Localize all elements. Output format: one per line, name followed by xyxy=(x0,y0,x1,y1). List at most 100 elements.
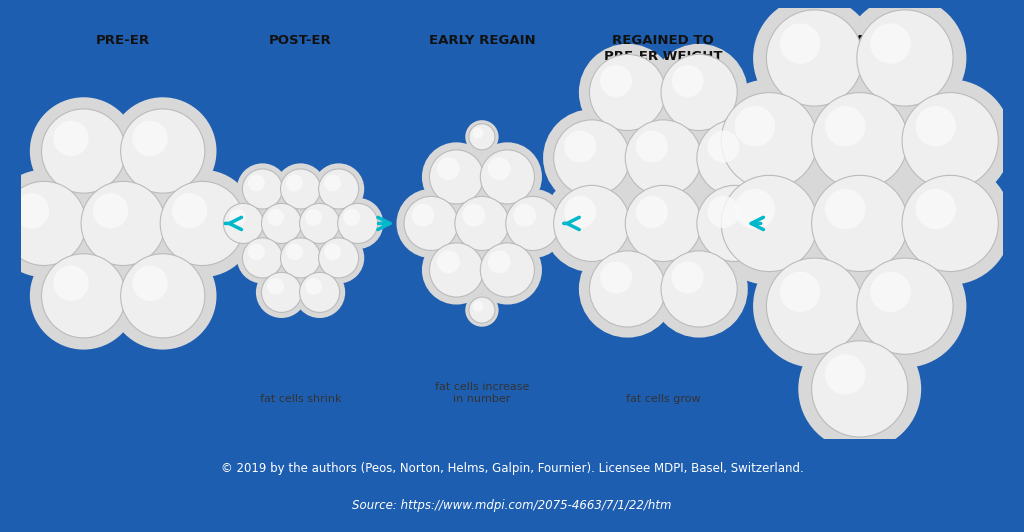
Circle shape xyxy=(81,181,165,265)
Text: Source: https://www.mdpi.com/2075-4663/7/1/22/htm: Source: https://www.mdpi.com/2075-4663/7… xyxy=(352,500,672,512)
Circle shape xyxy=(662,251,737,327)
Circle shape xyxy=(261,272,301,312)
Circle shape xyxy=(300,203,340,244)
Circle shape xyxy=(662,54,737,130)
Circle shape xyxy=(915,189,956,229)
Circle shape xyxy=(600,262,632,294)
Circle shape xyxy=(636,196,668,228)
Circle shape xyxy=(248,174,265,192)
Circle shape xyxy=(780,271,820,312)
Circle shape xyxy=(857,258,953,354)
Circle shape xyxy=(487,157,511,180)
Circle shape xyxy=(469,124,495,150)
Circle shape xyxy=(590,251,666,327)
Circle shape xyxy=(42,109,126,193)
Circle shape xyxy=(42,254,126,338)
Text: POST-ER: POST-ER xyxy=(269,34,332,47)
Circle shape xyxy=(286,174,303,192)
Circle shape xyxy=(338,203,378,244)
Circle shape xyxy=(2,181,86,265)
Circle shape xyxy=(248,244,265,260)
Circle shape xyxy=(300,272,340,312)
Circle shape xyxy=(286,244,303,260)
Circle shape xyxy=(325,174,341,192)
Circle shape xyxy=(53,265,89,301)
Circle shape xyxy=(697,185,773,262)
Circle shape xyxy=(902,176,998,271)
Circle shape xyxy=(626,120,701,196)
Circle shape xyxy=(554,120,630,196)
Text: © 2019 by the authors (Peos, Norton, Helms, Galpin, Fournier). Licensee MDPI, Ba: © 2019 by the authors (Peos, Norton, Hel… xyxy=(220,462,804,475)
Circle shape xyxy=(469,297,495,323)
Circle shape xyxy=(672,262,703,294)
Circle shape xyxy=(455,196,509,251)
Circle shape xyxy=(734,189,775,229)
Circle shape xyxy=(721,176,817,271)
Circle shape xyxy=(343,209,360,226)
Circle shape xyxy=(429,243,483,297)
Circle shape xyxy=(281,169,321,209)
Circle shape xyxy=(825,106,865,146)
Circle shape xyxy=(672,65,703,97)
Circle shape xyxy=(626,185,701,262)
Circle shape xyxy=(902,93,998,189)
Text: PRE-ER: PRE-ER xyxy=(96,34,151,47)
Circle shape xyxy=(13,193,49,228)
Circle shape xyxy=(734,106,775,146)
Circle shape xyxy=(812,93,908,189)
Circle shape xyxy=(93,193,128,228)
Circle shape xyxy=(243,238,283,278)
Circle shape xyxy=(472,301,483,312)
Circle shape xyxy=(121,109,205,193)
Circle shape xyxy=(318,238,358,278)
Circle shape xyxy=(825,354,865,395)
Circle shape xyxy=(721,93,817,189)
Circle shape xyxy=(172,193,207,228)
Circle shape xyxy=(261,203,301,244)
Circle shape xyxy=(870,271,910,312)
Circle shape xyxy=(766,258,862,354)
Text: SURPASSED
PRE-ER WEIGHT: SURPASSED PRE-ER WEIGHT xyxy=(801,34,919,63)
Circle shape xyxy=(554,185,630,262)
Circle shape xyxy=(857,10,953,106)
Text: fat cells grow
to original size: fat cells grow to original size xyxy=(819,382,900,404)
Circle shape xyxy=(506,196,560,251)
Circle shape xyxy=(404,196,458,251)
Circle shape xyxy=(229,209,246,226)
Circle shape xyxy=(513,204,536,227)
Circle shape xyxy=(812,341,908,437)
Circle shape xyxy=(53,121,89,156)
Circle shape xyxy=(812,176,908,271)
Circle shape xyxy=(121,254,205,338)
Circle shape xyxy=(870,23,910,64)
Circle shape xyxy=(600,65,632,97)
Circle shape xyxy=(564,130,596,162)
Circle shape xyxy=(437,157,460,180)
Circle shape xyxy=(305,278,322,295)
Circle shape xyxy=(132,121,168,156)
Circle shape xyxy=(708,130,739,162)
Text: fat cells grow: fat cells grow xyxy=(626,394,700,404)
Circle shape xyxy=(766,10,862,106)
Circle shape xyxy=(429,150,483,204)
Circle shape xyxy=(480,243,535,297)
Circle shape xyxy=(463,204,485,227)
Circle shape xyxy=(281,238,321,278)
Text: fat cells shrink: fat cells shrink xyxy=(260,394,341,404)
Circle shape xyxy=(780,23,820,64)
Circle shape xyxy=(267,209,284,226)
Circle shape xyxy=(325,244,341,260)
Circle shape xyxy=(564,196,596,228)
Circle shape xyxy=(636,130,668,162)
Text: fat cells increase
in number: fat cells increase in number xyxy=(435,382,529,404)
Circle shape xyxy=(590,54,666,130)
Circle shape xyxy=(132,265,168,301)
Circle shape xyxy=(267,278,284,295)
Circle shape xyxy=(487,251,511,273)
Circle shape xyxy=(708,196,739,228)
Circle shape xyxy=(412,204,434,227)
Circle shape xyxy=(318,169,358,209)
Circle shape xyxy=(223,203,263,244)
Circle shape xyxy=(472,128,483,138)
Circle shape xyxy=(915,106,956,146)
